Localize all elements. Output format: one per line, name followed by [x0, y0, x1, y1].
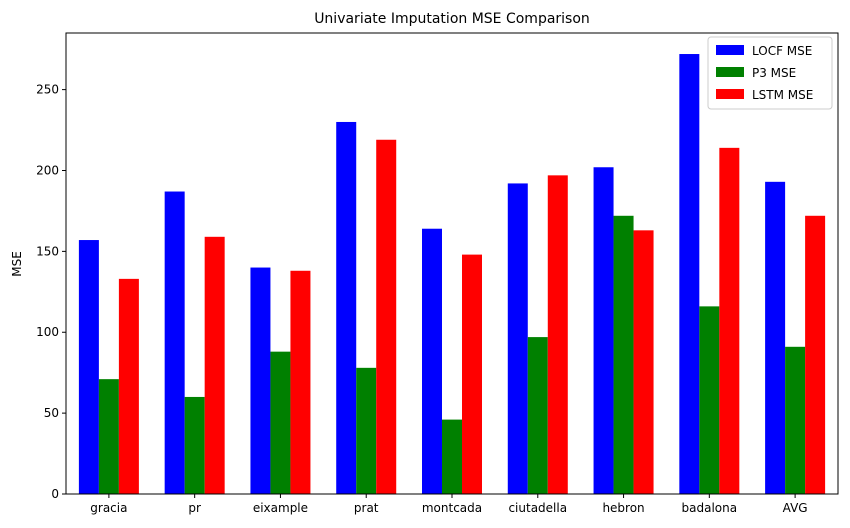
bar-locf-mse-eixample	[250, 267, 271, 494]
y-tick-label: 200	[36, 163, 59, 177]
legend: LOCF MSE P3 MSE LSTM MSE	[707, 36, 833, 110]
x-tick-label: pr	[188, 501, 201, 515]
chart-title: Univariate Imputation MSE Comparison	[314, 11, 590, 27]
x-tick-label: badalona	[682, 501, 738, 515]
y-tick-label: 250	[36, 83, 59, 97]
bar-lstm-mse-pr	[204, 236, 225, 494]
bar-p3-mse-avg	[785, 346, 806, 494]
legend-label: P3 MSE	[752, 66, 796, 80]
bar-p3-mse-hebron	[613, 215, 634, 494]
bar-lstm-mse-prat	[376, 139, 397, 495]
y-tick-label: 100	[36, 325, 59, 339]
bar-lstm-mse-badalona	[719, 147, 740, 494]
bar-p3-mse-pr	[184, 396, 205, 494]
x-tick-label: eixample	[253, 501, 308, 515]
bar-p3-mse-montcada	[442, 419, 462, 494]
bar-locf-mse-badalona	[679, 54, 700, 494]
bar-locf-mse-hebron	[593, 167, 614, 494]
bar-locf-mse-avg	[765, 181, 786, 495]
bar-p3-mse-badalona	[699, 306, 720, 494]
y-axis-label: MSE	[10, 251, 24, 277]
bar-p3-mse-eixample	[270, 351, 291, 494]
bar-lstm-mse-hebron	[633, 230, 654, 495]
bar-lstm-mse-montcada	[462, 254, 482, 494]
legend-swatch	[716, 89, 744, 99]
bar-p3-mse-ciutadella	[527, 337, 548, 494]
bar-lstm-mse-ciutadella	[547, 175, 568, 494]
bar-locf-mse-pr	[164, 191, 185, 495]
bar-locf-mse-prat	[336, 121, 357, 495]
bar-p3-mse-prat	[356, 367, 377, 494]
legend-label: LOCF MSE	[752, 44, 812, 58]
legend-swatch	[716, 67, 744, 77]
bar-p3-mse-gracia	[98, 379, 119, 494]
y-tick-label: 50	[44, 406, 59, 420]
x-tick-label: prat	[354, 501, 379, 515]
legend-label: LSTM MSE	[752, 88, 813, 102]
bars-layer	[78, 54, 826, 495]
bar-lstm-mse-eixample	[290, 270, 311, 494]
bar-locf-mse-gracia	[78, 240, 99, 494]
x-tick-label: hebron	[602, 501, 644, 515]
bar-lstm-mse-avg	[805, 215, 826, 494]
y-tick-label: 0	[51, 487, 59, 501]
bar-locf-mse-ciutadella	[507, 183, 528, 494]
bar-lstm-mse-gracia	[118, 278, 139, 494]
x-tick-label: gracia	[90, 501, 127, 515]
axes-layer: 0 50 100 150 200 250 gracia pr eixample prat montc…	[36, 32, 839, 515]
x-tick-label: ciutadella	[508, 501, 567, 515]
x-tick-label: montcada	[422, 501, 482, 515]
x-tick-label: AVG	[783, 501, 808, 515]
bar-locf-mse-montcada	[422, 228, 442, 494]
legend-swatch	[716, 45, 744, 55]
y-tick-label: 150	[36, 244, 59, 258]
